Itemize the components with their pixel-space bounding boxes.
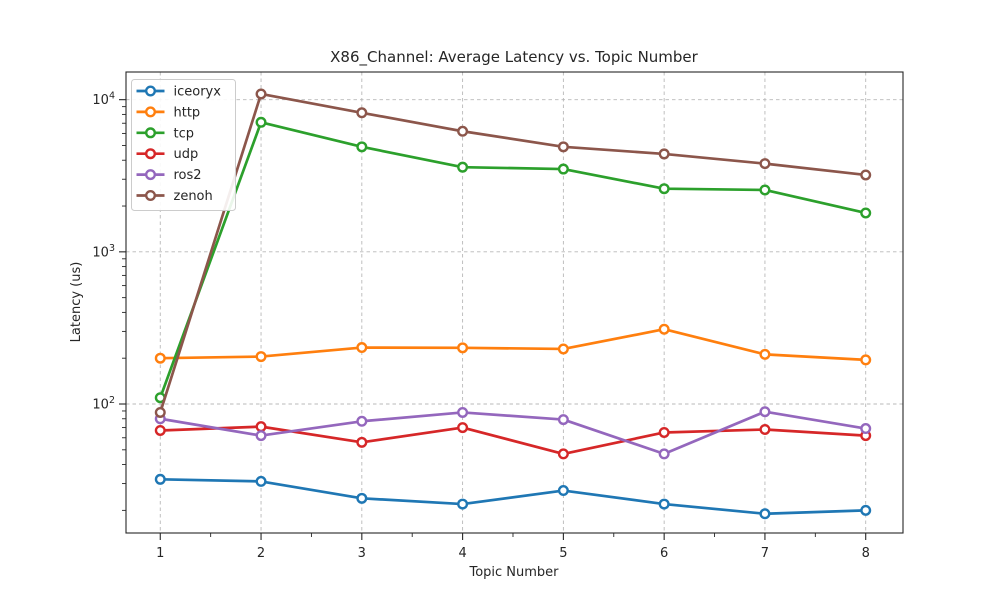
data-point-iceoryx xyxy=(860,504,872,516)
data-point-tcp xyxy=(759,184,771,196)
data-point-tcp xyxy=(557,163,569,175)
x-tick-label: 1 xyxy=(156,546,164,561)
legend-marker xyxy=(144,189,156,201)
chart-title: X86_Channel: Average Latency vs. Topic N… xyxy=(330,48,699,67)
series-ros2 xyxy=(154,406,872,460)
data-point-ros2 xyxy=(557,414,569,426)
legend-label: zenoh xyxy=(174,189,213,204)
x-tick-label: 7 xyxy=(761,546,769,561)
data-point-iceoryx xyxy=(255,475,267,487)
data-point-zenoh xyxy=(154,406,166,418)
data-point-udp xyxy=(759,423,771,435)
data-point-http xyxy=(557,343,569,355)
x-tick-label: 2 xyxy=(257,546,265,561)
y-axis-label: Latency (us) xyxy=(69,262,84,343)
legend: iceoryx http tcp udp ros2 zenoh xyxy=(131,79,236,211)
data-point-http xyxy=(154,352,166,364)
x-tick-label: 6 xyxy=(660,546,668,561)
y-tick-label: 103 xyxy=(92,243,115,261)
data-point-udp xyxy=(457,422,469,434)
data-point-udp xyxy=(356,436,368,448)
data-series xyxy=(154,88,872,520)
gridlines xyxy=(126,72,903,533)
legend-marker xyxy=(144,127,156,139)
data-point-udp xyxy=(255,421,267,433)
data-point-zenoh xyxy=(356,107,368,119)
series-iceoryx xyxy=(154,473,872,520)
data-point-http xyxy=(356,342,368,354)
x-tick-label: 3 xyxy=(358,546,366,561)
series-line-iceoryx xyxy=(158,477,868,516)
data-point-zenoh xyxy=(457,125,469,137)
legend-entry-udp: udp xyxy=(136,147,199,162)
data-point-http xyxy=(860,354,872,366)
data-point-zenoh xyxy=(255,88,267,100)
data-point-zenoh xyxy=(658,148,670,160)
series-zenoh xyxy=(154,88,872,418)
x-tick-label: 8 xyxy=(862,546,870,561)
y-tick-label: 102 xyxy=(92,395,115,413)
data-point-ros2 xyxy=(658,448,670,460)
series-line-udp xyxy=(158,425,868,456)
legend-entry-zenoh: zenoh xyxy=(136,189,213,204)
series-line-ros2 xyxy=(158,410,868,456)
legend-marker xyxy=(144,169,156,181)
legend-label: udp xyxy=(174,147,199,162)
data-point-tcp xyxy=(457,161,469,173)
legend-label: http xyxy=(174,105,201,120)
data-point-ros2 xyxy=(356,415,368,427)
legend-marker xyxy=(144,148,156,160)
axis-ticks xyxy=(119,99,867,540)
x-axis-label: Topic Number xyxy=(468,565,559,580)
data-point-iceoryx xyxy=(356,492,368,504)
data-point-udp xyxy=(658,426,670,438)
legend-entry-http: http xyxy=(136,105,201,120)
data-point-ros2 xyxy=(457,406,469,418)
y-tick-label: 104 xyxy=(92,91,115,109)
data-point-ros2 xyxy=(255,430,267,442)
legend-entry-iceoryx: iceoryx xyxy=(136,85,222,100)
series-http xyxy=(154,323,872,366)
data-point-tcp xyxy=(255,116,267,128)
legend-label: iceoryx xyxy=(174,85,222,100)
data-point-iceoryx xyxy=(759,508,771,520)
data-point-iceoryx xyxy=(658,498,670,510)
data-point-zenoh xyxy=(759,158,771,170)
data-point-iceoryx xyxy=(557,485,569,497)
data-point-ros2 xyxy=(860,423,872,435)
tick-labels: 1 2 3 4 5 6 7 8 102 103 104 xyxy=(92,91,869,561)
data-point-http xyxy=(658,323,670,335)
data-point-http xyxy=(255,351,267,363)
data-point-udp xyxy=(154,424,166,436)
data-point-ros2 xyxy=(759,406,771,418)
data-point-http xyxy=(457,342,469,354)
legend-entry-tcp: tcp xyxy=(136,126,195,141)
legend-marker xyxy=(144,85,156,97)
series-udp xyxy=(154,421,872,460)
legend-label: ros2 xyxy=(174,168,202,183)
series-line-tcp xyxy=(158,120,868,400)
data-point-iceoryx xyxy=(457,498,469,510)
series-line-http xyxy=(158,327,868,362)
legend-entry-ros2: ros2 xyxy=(136,168,202,183)
data-point-tcp xyxy=(860,207,872,219)
series-line-zenoh xyxy=(158,92,868,414)
plot-border xyxy=(125,71,904,534)
data-point-http xyxy=(759,348,771,360)
plot-spines xyxy=(125,71,904,534)
x-tick-label: 4 xyxy=(458,546,466,561)
x-tick-label: 5 xyxy=(559,546,567,561)
data-point-tcp xyxy=(356,141,368,153)
data-point-tcp xyxy=(658,183,670,195)
legend-label: tcp xyxy=(174,126,195,141)
legend-marker xyxy=(144,106,156,118)
series-tcp xyxy=(154,116,872,404)
data-point-zenoh xyxy=(557,141,569,153)
data-point-udp xyxy=(557,448,569,460)
data-point-zenoh xyxy=(860,169,872,181)
data-point-iceoryx xyxy=(154,473,166,485)
